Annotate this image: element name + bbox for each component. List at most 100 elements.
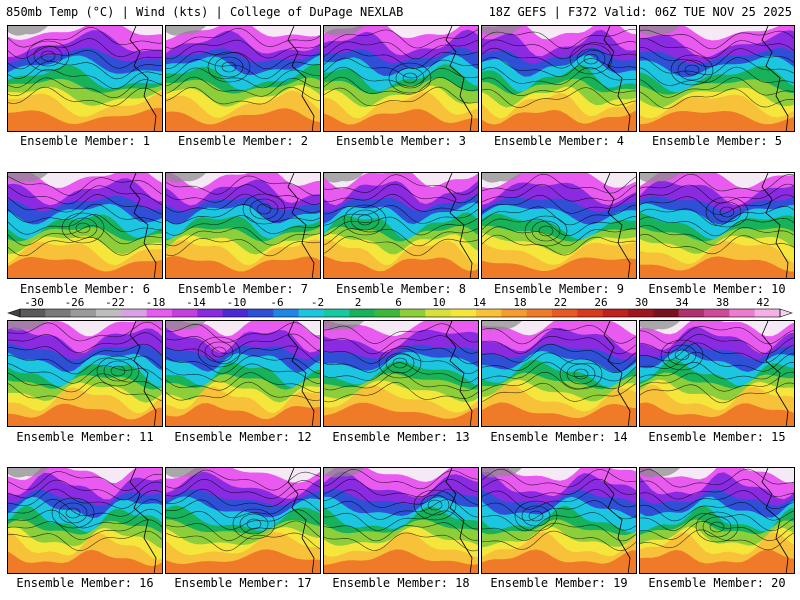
- header-run-info: 18Z GEFS | F372 Valid: 06Z TUE NOV 25 20…: [488, 5, 792, 19]
- temperature-map-2: [166, 26, 320, 131]
- temperature-map-9: [482, 173, 636, 278]
- ensemble-member-label: Ensemble Member: 15: [648, 430, 786, 444]
- temperature-map-20: [640, 468, 794, 573]
- colorbar-swatch: [577, 309, 603, 317]
- colorbar-swatch: [678, 309, 705, 317]
- colorbar-swatch: [400, 309, 426, 317]
- colorbar-swatch: [501, 309, 527, 317]
- colorbar-swatch: [602, 309, 629, 317]
- temperature-map-8: [324, 173, 478, 278]
- colorbar-swatch: [374, 309, 401, 317]
- temperature-map-1: [8, 26, 162, 131]
- temperature-map-19: [482, 468, 636, 573]
- ensemble-panel-7: [165, 172, 321, 279]
- colorbar-tick-label: 6: [395, 296, 402, 309]
- ensemble-member-label: Ensemble Member: 4: [493, 134, 625, 148]
- ensemble-member-label: Ensemble Member: 1: [19, 134, 151, 148]
- temperature-map-14: [482, 321, 636, 426]
- colorbar-swatch: [273, 309, 299, 317]
- colorbar-tick-label: 42: [756, 296, 769, 309]
- colorbar-min-arrow: [7, 308, 21, 318]
- ensemble-member-label: Ensemble Member: 20: [648, 576, 786, 590]
- colorbar-swatch: [298, 309, 325, 317]
- colorbar-tick-label: 26: [594, 296, 607, 309]
- ensemble-member-label: Ensemble Member: 8: [335, 282, 467, 296]
- colorbar-tick-label: -22: [105, 296, 125, 309]
- colorbar-tick-label: 38: [716, 296, 729, 309]
- ensemble-panel-17: [165, 467, 321, 574]
- ensemble-member-label: Ensemble Member: 5: [651, 134, 783, 148]
- colorbar-tick-label: 2: [355, 296, 362, 309]
- colorbar-tick-label: 34: [675, 296, 689, 309]
- colorbar-swatch: [121, 309, 147, 317]
- temperature-map-17: [166, 468, 320, 573]
- temperature-map-6: [8, 173, 162, 278]
- ensemble-panel-3: [323, 25, 479, 132]
- ensemble-member-label: Ensemble Member: 13: [332, 430, 470, 444]
- ensemble-panel-8: [323, 172, 479, 279]
- header-title: 850mb Temp (°C) | Wind (kts) | College o…: [6, 5, 404, 19]
- ensemble-member-label: Ensemble Member: 2: [177, 134, 309, 148]
- ensemble-panel-16: [7, 467, 163, 574]
- colorbar-swatch: [628, 309, 654, 317]
- colorbar: -30 -26 -22 -18 -14 -10 -6 -2 2 6 10 14 18 22 26 30 34 38…: [6, 296, 794, 318]
- ensemble-panel-11: [7, 320, 163, 427]
- colorbar-tick-label: 14: [473, 296, 487, 309]
- colorbar-swatch: [197, 309, 223, 317]
- ensemble-member-label: Ensemble Member: 18: [332, 576, 470, 590]
- temperature-map-13: [324, 321, 478, 426]
- temperature-map-12: [166, 321, 320, 426]
- colorbar-tick-label: -6: [270, 296, 283, 309]
- ensemble-panel-12: [165, 320, 321, 427]
- ensemble-member-label: Ensemble Member: 17: [174, 576, 312, 590]
- colorbar-tick-label: 10: [432, 296, 445, 309]
- temperature-map-11: [8, 321, 162, 426]
- colorbar-swatch: [172, 309, 198, 317]
- colorbar-swatch: [653, 309, 679, 317]
- colorbar-tick-label: -18: [146, 296, 166, 309]
- ensemble-panel-18: [323, 467, 479, 574]
- colorbar-swatch: [754, 309, 781, 317]
- temperature-map-4: [482, 26, 636, 131]
- colorbar-tick-label: -26: [65, 296, 85, 309]
- colorbar-tick-label: 22: [554, 296, 567, 309]
- temperature-map-5: [640, 26, 794, 131]
- ensemble-member-label: Ensemble Member: 12: [174, 430, 312, 444]
- colorbar-swatch: [729, 309, 755, 317]
- temperature-map-10: [640, 173, 794, 278]
- ensemble-member-label: Ensemble Member: 10: [648, 282, 786, 296]
- colorbar-swatch: [20, 309, 46, 317]
- colorbar-tick-label: -14: [186, 296, 206, 309]
- ensemble-panel-1: [7, 25, 163, 132]
- temperature-map-3: [324, 26, 478, 131]
- colorbar-tick-label: -2: [311, 296, 324, 309]
- colorbar-tick-label: -30: [24, 296, 44, 309]
- colorbar-graphic: -30 -26 -22 -18 -14 -10 -6 -2 2 6 10 14 18 22 26 30 34 38…: [7, 296, 793, 318]
- colorbar-swatch: [70, 309, 97, 317]
- temperature-map-15: [640, 321, 794, 426]
- colorbar-swatch: [248, 309, 274, 317]
- ensemble-panel-5: [639, 25, 795, 132]
- ensemble-panel-19: [481, 467, 637, 574]
- ensemble-panel-2: [165, 25, 321, 132]
- ensemble-panel-10: [639, 172, 795, 279]
- colorbar-swatch: [450, 309, 477, 317]
- ensemble-panel-15: [639, 320, 795, 427]
- colorbar-tick-label: 18: [513, 296, 526, 309]
- colorbar-swatch: [425, 309, 451, 317]
- colorbar-swatch: [222, 309, 249, 317]
- colorbar-swatch: [324, 309, 350, 317]
- colorbar-swatch: [45, 309, 71, 317]
- ensemble-member-label: Ensemble Member: 14: [490, 430, 628, 444]
- colorbar-tick-label: -10: [227, 296, 247, 309]
- ensemble-member-label: Ensemble Member: 19: [490, 576, 628, 590]
- ensemble-member-label: Ensemble Member: 16: [16, 576, 154, 590]
- ensemble-panel-20: [639, 467, 795, 574]
- colorbar-swatch: [349, 309, 375, 317]
- ensemble-panel-13: [323, 320, 479, 427]
- ensemble-panel-9: [481, 172, 637, 279]
- colorbar-swatch: [476, 309, 502, 317]
- colorbar-swatch: [96, 309, 122, 317]
- colorbar-max-arrow: [779, 308, 793, 318]
- ensemble-member-label: Ensemble Member: 6: [19, 282, 151, 296]
